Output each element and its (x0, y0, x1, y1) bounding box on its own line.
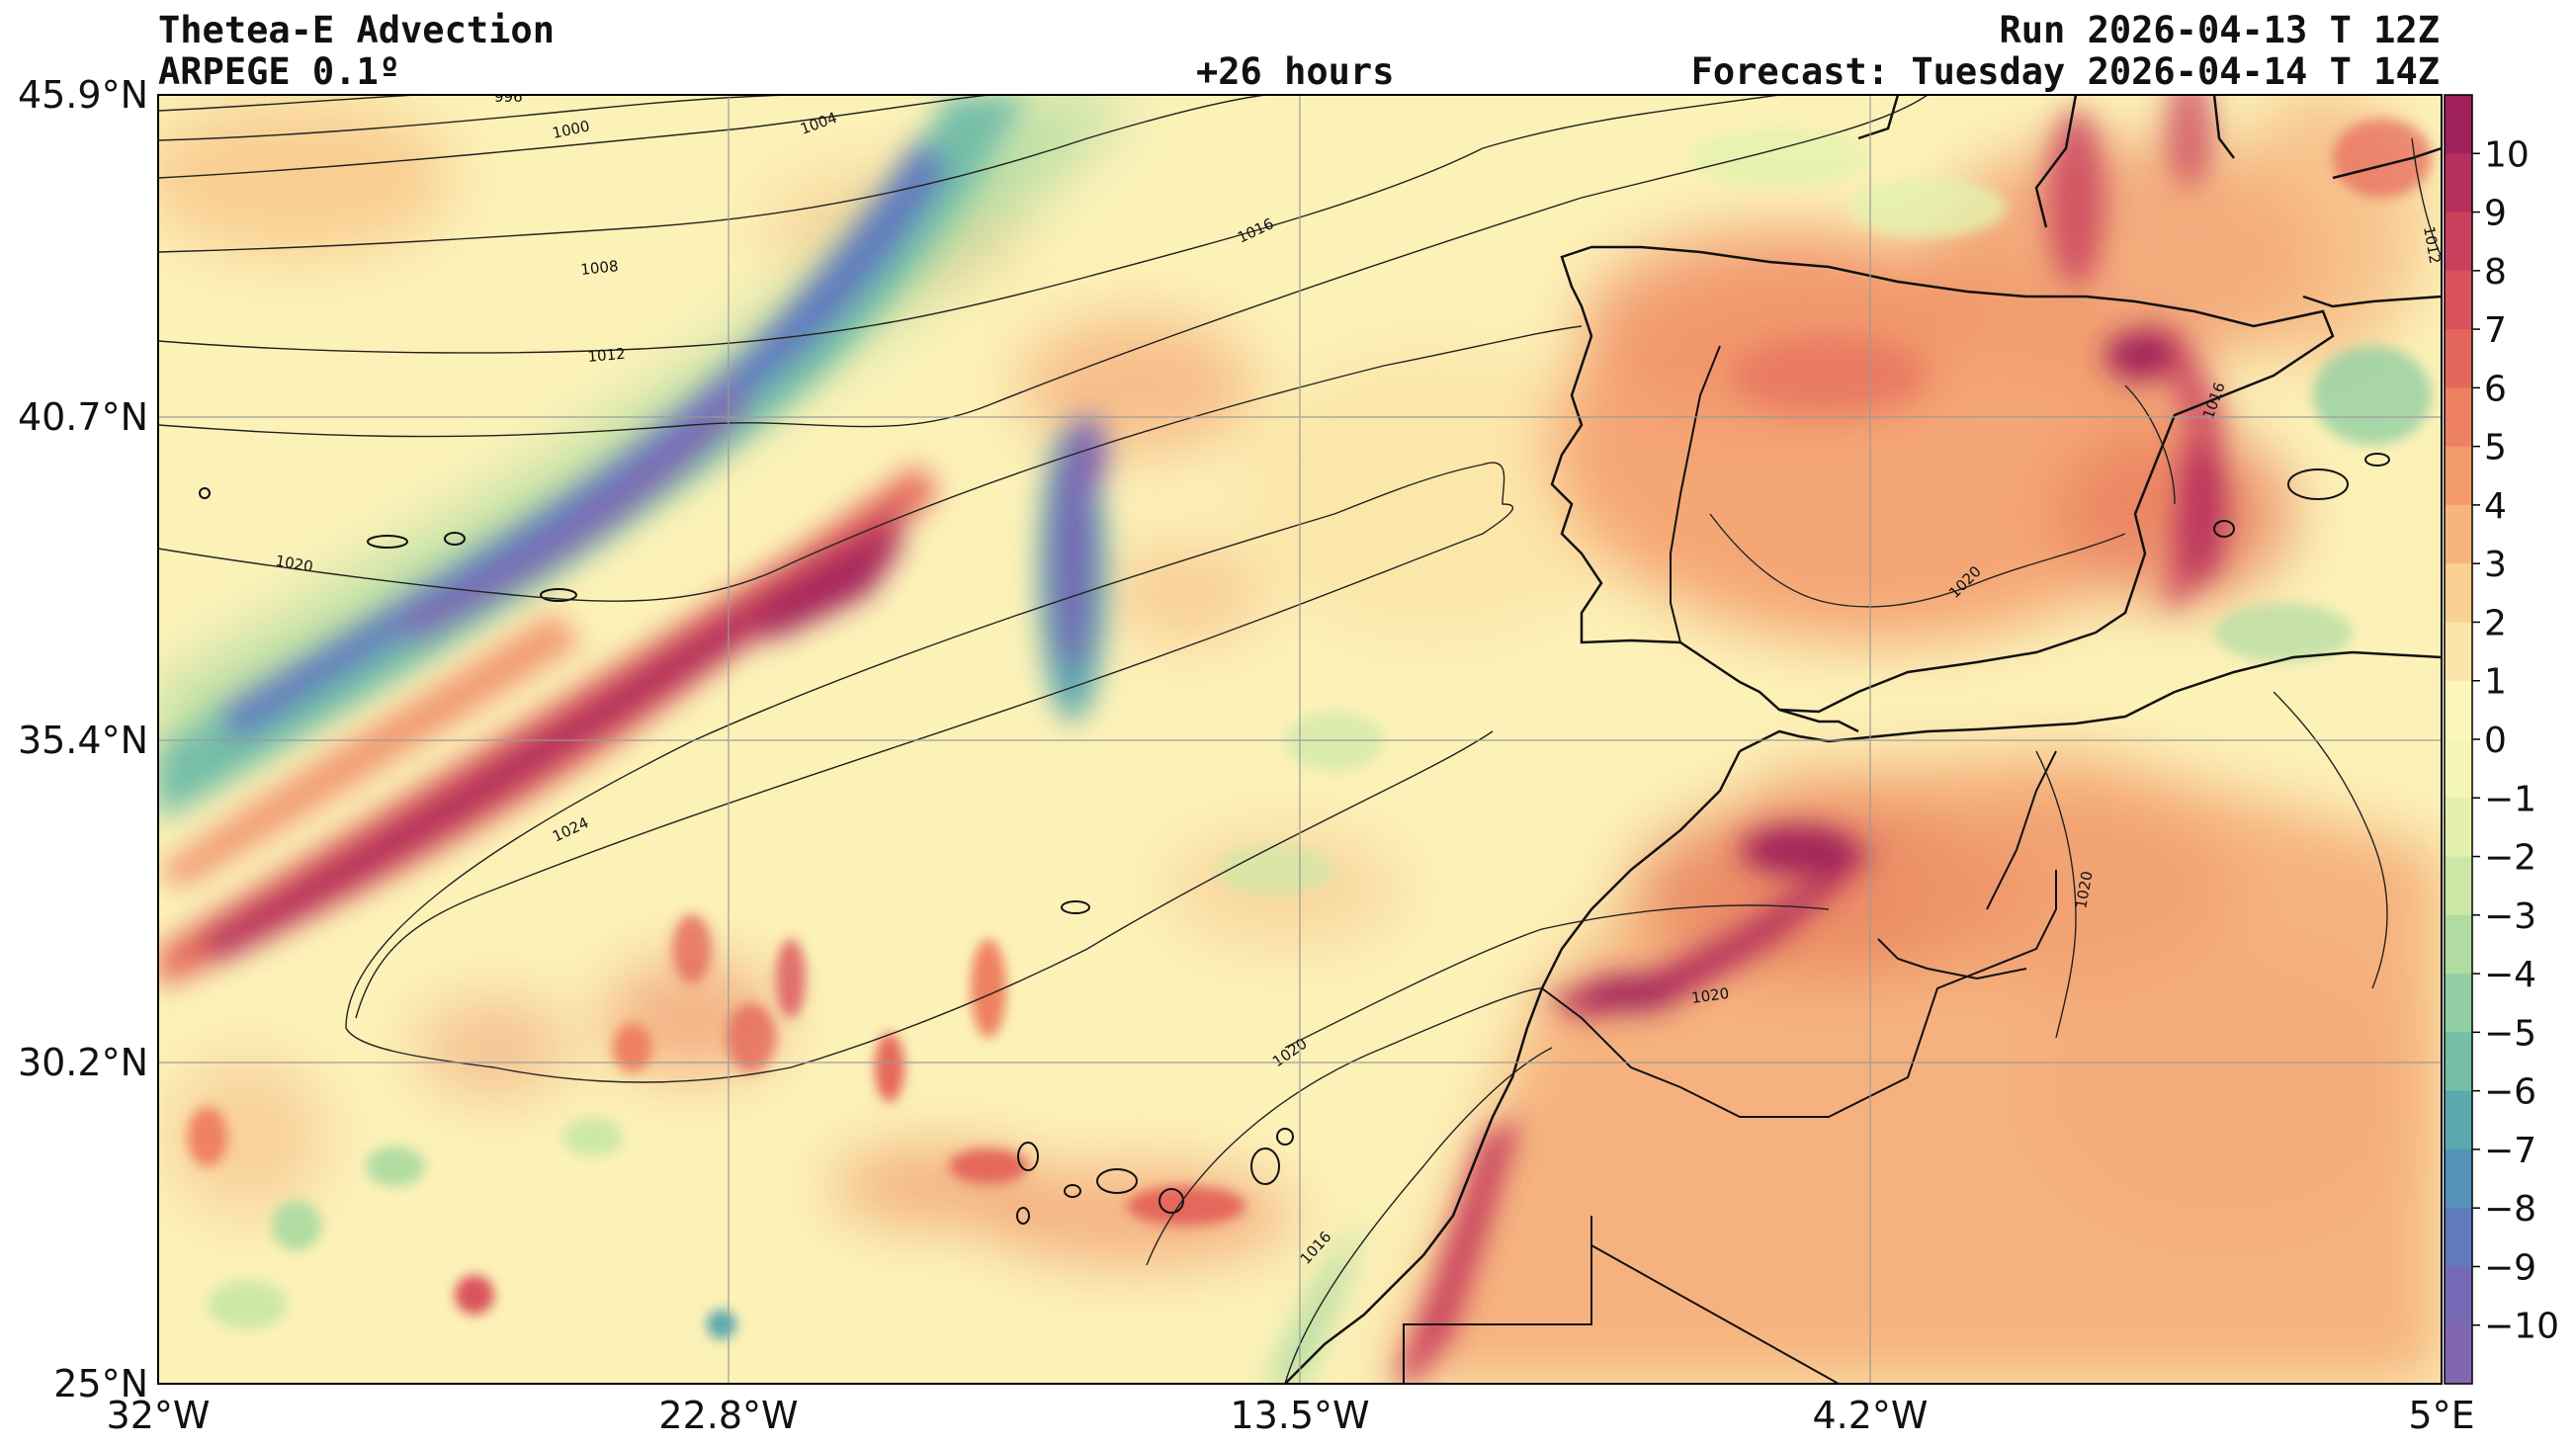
colorbar-swatch (2445, 329, 2472, 388)
colorbar-swatch (2445, 798, 2472, 858)
political-borders (1403, 345, 2057, 1384)
isobar-label-1008: 1008 (580, 257, 620, 279)
advection-field: 996 1000 1004 1008 1012 1016 1020 1024 1… (158, 88, 2444, 1384)
lat-label: 45.9°N (18, 73, 148, 117)
colorbar-swatch (2445, 504, 2472, 564)
colorbar-label: 9 (2484, 194, 2507, 234)
lat-label: 25°N (53, 1362, 148, 1405)
latitude-labels: 45.9°N 40.7°N 35.4°N 30.2°N 25°N (18, 73, 148, 1405)
colorbar-swatch (2445, 387, 2472, 448)
colorbar-label: 5 (2484, 428, 2507, 468)
colorbar-label: 8 (2484, 252, 2507, 293)
colorbar-swatch (2445, 622, 2472, 682)
colorbar-label: −2 (2484, 838, 2536, 879)
isobar-label-1012-east: 1012 (2420, 225, 2444, 266)
longitude-labels: 32°W 22.8°W 13.5°W 4.2°W 5°E (107, 1394, 2475, 1437)
coastal-africa-band (1265, 1117, 1522, 1384)
colorbar-label: 7 (2484, 310, 2507, 351)
model-name: ARPEGE 0.1º (158, 50, 401, 93)
isobar-label-1020-morocco: 1020 (1690, 984, 1730, 1007)
colorbar-swatch (2445, 95, 2472, 154)
colorbar-label: −7 (2484, 1131, 2536, 1171)
graticule (158, 95, 2442, 1384)
cold-advection-band (158, 95, 1028, 820)
isobar-label-1012: 1012 (587, 345, 627, 366)
colorbar-swatch (2445, 1032, 2472, 1092)
colorbar-label: −10 (2484, 1307, 2559, 1347)
lon-label: 5°E (2408, 1394, 2474, 1437)
colorbar-swatch (2445, 153, 2472, 213)
central-cold-blob (1038, 415, 1107, 722)
lon-label: 32°W (107, 1394, 211, 1437)
colorbar-label: 3 (2484, 545, 2507, 585)
colorbar-label: 2 (2484, 603, 2507, 643)
colorbar-label: −5 (2484, 1013, 2536, 1054)
colorbar-label: 4 (2484, 486, 2507, 527)
colorbar-swatch (2445, 739, 2472, 799)
colorbar-label: −6 (2484, 1072, 2536, 1113)
isobar-label-996: 996 (494, 88, 523, 106)
isobar-lines (158, 95, 2442, 1384)
colorbar-label: −3 (2484, 896, 2536, 937)
colorbar-swatch (2445, 914, 2472, 975)
colorbar-swatch (2445, 1148, 2472, 1209)
islands (199, 453, 2390, 1225)
warm-advection-band (158, 465, 939, 988)
lead-time: +26 hours (1196, 50, 1395, 93)
map-frame (157, 94, 2443, 1385)
lat-label: 30.2°N (18, 1041, 148, 1084)
lon-label: 13.5°W (1230, 1394, 1369, 1437)
colorbar-swatch (2445, 270, 2472, 330)
atlas-maxima (1542, 825, 1878, 1018)
scattered-cells (188, 119, 2432, 1339)
colorbar-swatch (2445, 1324, 2472, 1385)
colorbar-swatch (2445, 856, 2472, 916)
colorbar-swatch (2445, 212, 2472, 272)
colorbar-label: 10 (2484, 134, 2530, 175)
coastlines (1284, 95, 2442, 1384)
colorbar-swatch (2445, 563, 2472, 624)
colorbar-swatch (2445, 446, 2472, 506)
colorbar-label: 0 (2484, 721, 2507, 761)
map-title: Thetea-E Advection (158, 9, 555, 51)
colorbar-swatch (2445, 974, 2472, 1033)
colorbar-swatch (2445, 1090, 2472, 1150)
lon-label: 4.2°W (1812, 1394, 1928, 1437)
colorbar-label: −8 (2484, 1189, 2536, 1230)
africa-warm (1384, 751, 2442, 1384)
run-time: Run 2026-04-13 T 12Z (1999, 9, 2440, 51)
colorbar-swatch (2445, 1208, 2472, 1268)
colorbar-label: −1 (2484, 779, 2536, 819)
lat-label: 40.7°N (18, 395, 148, 439)
colorbar-swatch (2445, 680, 2472, 740)
colorbar-label: −4 (2484, 955, 2536, 995)
colorbar-label: −9 (2484, 1247, 2536, 1288)
colorbar-label: 1 (2484, 662, 2507, 703)
lon-label: 22.8°W (658, 1394, 798, 1437)
colorbar-swatch (2445, 1266, 2472, 1326)
colorbar-label: 6 (2484, 369, 2507, 409)
lat-label: 35.4°N (18, 719, 148, 762)
forecast-time: Forecast: Tuesday 2026-04-14 T 14Z (1690, 50, 2440, 93)
